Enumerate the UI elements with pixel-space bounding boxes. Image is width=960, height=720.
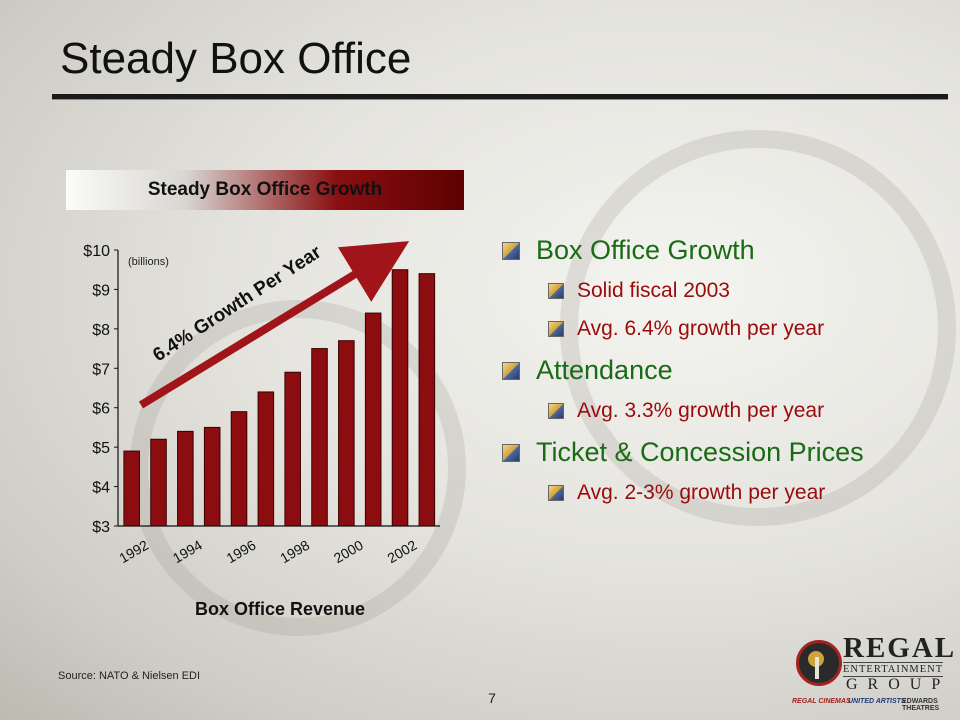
bullet-box-office-growth: Box Office Growth [500, 228, 940, 272]
x-tick-label: 1998 [277, 537, 312, 567]
bullet-label: Attendance [536, 355, 673, 385]
y-tick-label: $9 [92, 282, 110, 299]
x-tick-label: 2000 [331, 537, 366, 567]
x-tick-label: 1996 [224, 537, 259, 567]
y-tick-label: $5 [92, 440, 110, 457]
brand-united-artists: UNITED ARTISTS [848, 698, 906, 705]
bullet-label: Ticket & Concession Prices [536, 437, 864, 467]
bullet-icon [548, 403, 564, 419]
x-tick-label: 2002 [385, 537, 420, 567]
x-tick-label: 1994 [170, 537, 205, 567]
bar-1999 [311, 348, 328, 527]
sub-bullet: Avg. 2-3% growth per year [500, 474, 940, 512]
bullet-label: Box Office Growth [536, 235, 755, 265]
sub-bullet-label: Solid fiscal 2003 [577, 279, 730, 302]
sub-bullet-label: Avg. 2-3% growth per year [577, 481, 826, 504]
growth-trend-arrow [138, 241, 410, 409]
logo-line2: ENTERTAINMENT [843, 662, 944, 677]
y-tick-label: $8 [92, 322, 110, 339]
sub-bullet: Avg. 3.3% growth per year [500, 392, 940, 430]
logo-name: REGAL [843, 632, 957, 664]
title-divider [52, 94, 948, 100]
y-tick-label: $10 [83, 243, 110, 260]
bar-1994 [177, 430, 194, 527]
bullet-icon [502, 362, 520, 380]
bar-1996 [230, 411, 248, 527]
logo-line3: GROUP [846, 676, 951, 693]
bar-1993 [150, 438, 167, 527]
bullet-icon [502, 444, 520, 462]
brand-regal-cinemas: REGAL CINEMAS [792, 698, 851, 705]
bar-1998 [284, 371, 301, 527]
bar-1995 [203, 426, 221, 527]
y-tick-label: $3 [92, 519, 110, 536]
brand-edwards: EDWARDS THEATRES [902, 698, 940, 712]
bullet-icon [548, 485, 564, 501]
units-note: (billions) [128, 256, 169, 268]
x-axis-label: Box Office Revenue [195, 599, 365, 619]
bar-2001 [364, 312, 382, 527]
chart-title-banner: Steady Box Office Growth [66, 170, 464, 210]
regal-emblem-icon [796, 640, 842, 686]
sub-bullet-label: Avg. 6.4% growth per year [577, 317, 825, 340]
y-tick-label: $7 [92, 361, 110, 378]
bar-1997 [257, 391, 275, 527]
page-number: 7 [488, 690, 496, 706]
sub-bullet: Avg. 6.4% growth per year [500, 310, 940, 348]
bar-1992 [123, 450, 140, 527]
bullet-icon [548, 321, 564, 337]
sub-bullet-label: Avg. 3.3% growth per year [577, 399, 825, 422]
source-note: Source: NATO & Nielsen EDI [58, 670, 201, 682]
bar-2002 [391, 269, 409, 527]
bullet-list: Box Office Growth Solid fiscal 2003 Avg.… [500, 228, 940, 512]
bar-2003 [418, 273, 436, 527]
bullet-icon [548, 283, 564, 299]
bullet-ticket-concession: Ticket & Concession Prices [500, 430, 940, 474]
x-tick-label: 1992 [116, 537, 151, 567]
bullet-icon [502, 242, 520, 260]
bar-2000 [338, 340, 355, 527]
sub-bullet: Solid fiscal 2003 [500, 272, 940, 310]
bullet-attendance: Attendance [500, 348, 940, 392]
slide-title: Steady Box Office [60, 34, 412, 83]
y-tick-label: $4 [92, 480, 110, 497]
y-tick-label: $6 [92, 401, 110, 418]
regal-logo: REGAL ENTERTAINMENT GROUP REGAL CINEMAS … [790, 630, 954, 720]
